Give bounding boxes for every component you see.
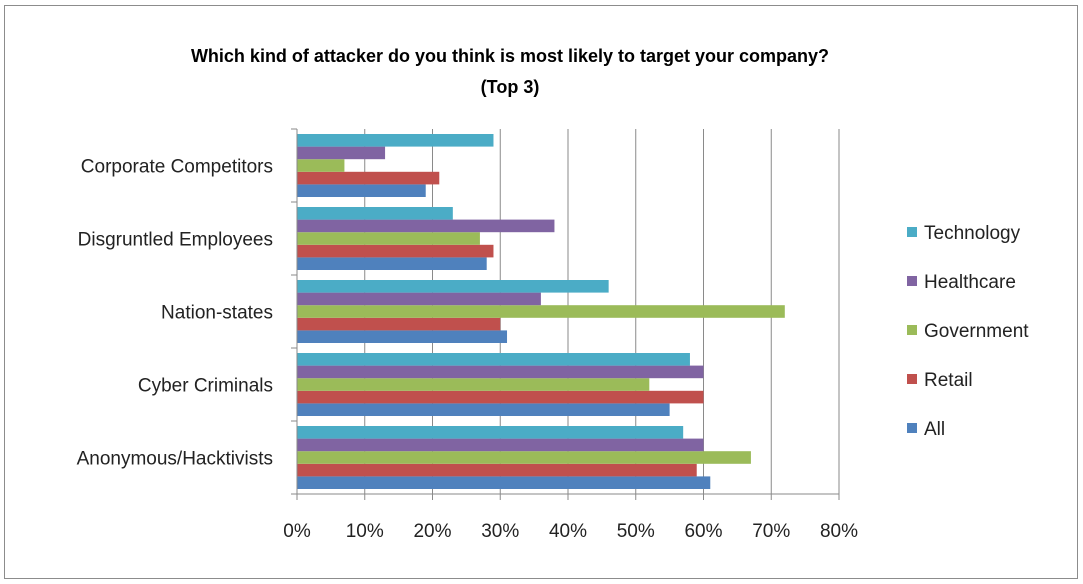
legend-label: All xyxy=(924,419,945,440)
bar-technology-cyber-criminals xyxy=(297,353,690,366)
bar-retail-corporate-competitors xyxy=(297,171,440,185)
legend-label: Government xyxy=(924,321,1029,342)
x-tick-label: 60% xyxy=(684,521,722,542)
bar-government-cyber-criminals xyxy=(297,378,650,391)
legend-swatch xyxy=(907,276,917,286)
category-labels: Anonymous/Hacktivists Cyber Criminals Nati… xyxy=(77,157,273,470)
bar-retail-disgruntled-employees xyxy=(297,244,494,258)
x-tick-label: 30% xyxy=(481,521,519,542)
bars xyxy=(297,134,785,489)
bar-healthcare-disgruntled-employees xyxy=(297,219,555,233)
bar-technology-corporate-competitors xyxy=(297,134,494,147)
legend-swatch xyxy=(907,227,917,237)
bar-healthcare-nation-states xyxy=(297,292,541,306)
bar-all-disgruntled-employees xyxy=(297,257,487,270)
x-tick-label: 50% xyxy=(617,521,655,542)
x-tick-label: 20% xyxy=(413,521,451,542)
x-tick-label: 0% xyxy=(283,521,311,542)
bar-government-corporate-competitors xyxy=(297,159,345,172)
bar-all-cyber-criminals xyxy=(297,403,670,416)
x-tick-label: 40% xyxy=(549,521,587,542)
bar-all-anonymous-hacktivists xyxy=(297,476,711,489)
x-tick-label: 10% xyxy=(346,521,384,542)
bar-technology-anonymous-hacktivists xyxy=(297,426,684,439)
bar-healthcare-cyber-criminals xyxy=(297,365,704,379)
legend-label: Healthcare xyxy=(924,272,1016,293)
category-label: Corporate Competitors xyxy=(81,157,273,178)
x-tick-label: 80% xyxy=(820,521,858,542)
bar-all-corporate-competitors xyxy=(297,184,426,197)
bar-technology-nation-states xyxy=(297,280,609,293)
chart-subtitle: (Top 3) xyxy=(481,77,540,97)
bar-government-anonymous-hacktivists xyxy=(297,451,751,464)
category-label: Disgruntled Employees xyxy=(78,230,273,251)
bar-technology-disgruntled-employees xyxy=(297,207,453,220)
category-label: Nation-states xyxy=(161,303,273,324)
bar-government-nation-states xyxy=(297,305,785,318)
bar-retail-nation-states xyxy=(297,317,501,331)
x-tick-label: 70% xyxy=(752,521,790,542)
legend-swatch xyxy=(907,374,917,384)
category-label: Cyber Criminals xyxy=(138,376,273,397)
chart-title: Which kind of attacker do you think is m… xyxy=(191,46,829,66)
bar-government-disgruntled-employees xyxy=(297,232,480,245)
x-tick-labels: 0% 10% 20% 30% 40% 50% 60% 70% 80% xyxy=(283,521,858,542)
legend: Technology Healthcare Government Retail All xyxy=(907,223,1029,440)
bar-all-nation-states xyxy=(297,330,508,343)
legend-label: Technology xyxy=(924,223,1021,244)
legend-swatch xyxy=(907,325,917,335)
legend-swatch xyxy=(907,423,917,433)
bar-retail-cyber-criminals xyxy=(297,390,704,404)
bar-healthcare-anonymous-hacktivists xyxy=(297,438,704,452)
bar-healthcare-corporate-competitors xyxy=(297,146,386,160)
legend-label: Retail xyxy=(924,370,973,391)
bar-retail-anonymous-hacktivists xyxy=(297,463,697,477)
category-label: Anonymous/Hacktivists xyxy=(77,449,273,470)
axes xyxy=(291,128,840,500)
